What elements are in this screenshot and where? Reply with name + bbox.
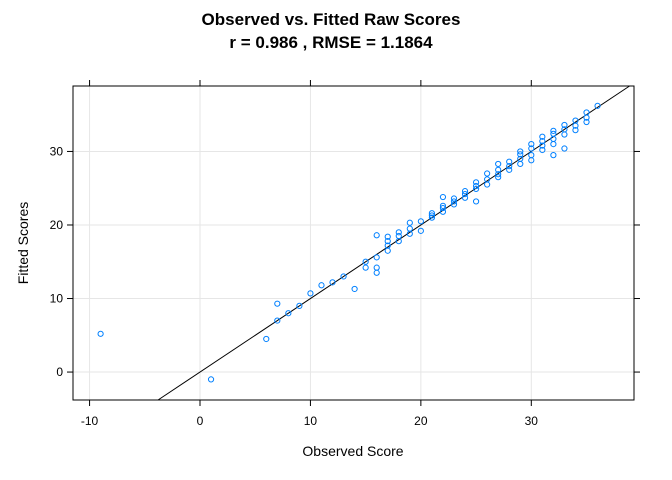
data-point: [461, 190, 469, 198]
data-point: [484, 181, 491, 188]
data-point: [307, 290, 314, 297]
data-point: [296, 302, 303, 309]
data-point: [539, 133, 546, 140]
data-point: [572, 117, 579, 124]
data-point: [450, 195, 458, 202]
data-point: [539, 146, 546, 154]
data-point: [528, 140, 535, 148]
data-point: [384, 233, 391, 240]
data-point: [417, 218, 424, 225]
data-point: [539, 138, 546, 145]
data-point: [528, 145, 535, 152]
data-point: [495, 160, 502, 168]
data-point: [362, 258, 369, 265]
y-axis-label: Fitted Scores: [15, 202, 31, 284]
data-point: [97, 330, 104, 337]
data-point: [472, 179, 480, 186]
data-point: [263, 335, 270, 343]
data-point: [417, 227, 424, 234]
data-point: [517, 148, 524, 155]
data-point: [384, 238, 391, 245]
data-point: [528, 152, 535, 159]
data-points: [97, 102, 601, 383]
data-point: [450, 198, 458, 205]
grid-lines: [73, 86, 634, 400]
data-point: [583, 118, 590, 126]
data-point: [439, 193, 447, 201]
plot-frame: [72, 85, 635, 401]
data-point: [583, 109, 590, 116]
reference-line-group: [157, 85, 630, 401]
data-point: [395, 229, 402, 236]
data-point: [506, 158, 513, 165]
data-point: [461, 188, 469, 195]
y-tick-label: 30: [50, 144, 64, 158]
data-point: [495, 166, 502, 173]
data-point: [550, 127, 557, 134]
chart-title: Observed vs. Fitted Raw Scores: [202, 10, 461, 29]
data-point: [517, 160, 524, 168]
data-point: [495, 174, 502, 181]
data-point: [406, 225, 413, 232]
data-point: [395, 232, 402, 240]
data-point: [539, 142, 546, 149]
data-point: [572, 127, 579, 134]
data-point: [373, 269, 380, 276]
data-point: [439, 204, 447, 212]
data-point: [329, 279, 336, 286]
data-point: [472, 198, 480, 205]
data-point: [428, 214, 436, 221]
x-tick-label: 20: [414, 414, 428, 428]
data-point: [550, 130, 557, 137]
data-point: [384, 247, 391, 254]
data-point: [506, 163, 513, 170]
data-point: [274, 300, 281, 307]
data-point: [484, 176, 491, 183]
data-point: [517, 155, 524, 162]
data-point: [484, 170, 491, 177]
x-tick-label: 0: [197, 414, 204, 428]
data-point: [285, 310, 292, 317]
data-point: [428, 212, 436, 219]
data-point: [373, 264, 380, 271]
axis-ticks: -10 0 10 20 30 0 10 20 30: [50, 80, 640, 428]
data-point: [550, 140, 557, 148]
data-point: [274, 317, 281, 324]
x-tick-label: 10: [304, 414, 318, 428]
x-axis-label: Observed Score: [302, 443, 403, 459]
data-point: [406, 219, 413, 226]
x-tick-label: -10: [81, 414, 99, 428]
data-point: [472, 185, 480, 193]
y-tick-label: 20: [50, 218, 64, 232]
data-point: [550, 152, 557, 159]
data-point: [517, 151, 524, 158]
data-point: [561, 145, 568, 152]
data-point: [362, 264, 369, 271]
data-point: [561, 126, 568, 133]
y-tick-label: 10: [50, 292, 64, 306]
data-point: [461, 194, 469, 201]
data-point: [506, 166, 513, 173]
data-point: [373, 232, 380, 239]
data-point: [561, 121, 568, 129]
data-point: [318, 282, 325, 289]
data-point: [450, 201, 458, 208]
data-point: [207, 376, 215, 383]
data-point: [561, 131, 568, 138]
reference-line: [157, 85, 630, 401]
data-point: [439, 208, 447, 215]
chart-subtitle: r = 0.986 , RMSE = 1.1864: [229, 33, 433, 52]
data-point: [351, 285, 358, 293]
x-tick-label: 30: [525, 414, 539, 428]
data-point: [439, 202, 447, 209]
y-tick-label: 0: [56, 365, 63, 379]
data-point: [428, 210, 436, 217]
data-point: [472, 182, 480, 190]
data-point: [495, 171, 502, 178]
data-point: [594, 102, 601, 109]
data-point: [384, 242, 391, 249]
data-point: [373, 254, 380, 261]
data-point: [340, 273, 347, 280]
